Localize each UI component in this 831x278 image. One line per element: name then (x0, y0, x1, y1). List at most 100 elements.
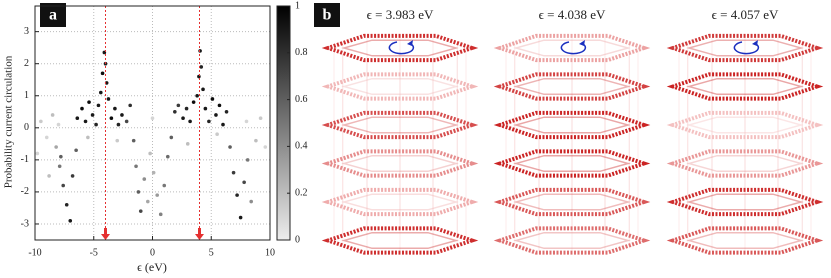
point (207, 119, 211, 124)
hexagon-inner (513, 77, 631, 96)
point (263, 145, 268, 149)
point (64, 202, 69, 207)
x-axis-label: ϵ (eV) (137, 260, 167, 274)
point (134, 164, 138, 169)
hexagon-layer (493, 226, 651, 255)
colorbar-tick-label: 0.6 (295, 94, 308, 105)
point (128, 103, 132, 108)
x-tick-label: 0 (150, 247, 155, 258)
point (56, 122, 61, 127)
hexagon-inner (341, 39, 459, 57)
point (224, 109, 229, 114)
hexagon-inner (341, 77, 459, 96)
hexagon-inner (513, 231, 631, 250)
y-tick-label: 0 (24, 122, 29, 133)
y-tick-label: -3 (21, 218, 29, 229)
x-tick-label: 5 (209, 247, 214, 258)
hexagon-layer (321, 226, 479, 255)
point (74, 148, 78, 153)
point (173, 109, 177, 114)
point (100, 71, 105, 76)
panel-title: ϵ = 4.057 eV (712, 7, 779, 22)
point (136, 190, 141, 194)
hexagon-inner (513, 154, 631, 173)
point (195, 93, 199, 98)
point (191, 100, 196, 104)
hexagon-inner (686, 77, 804, 96)
point (61, 183, 65, 188)
panel-label: a (49, 7, 57, 24)
point (197, 74, 201, 79)
hexagon-layer (666, 33, 824, 63)
hexagon-layer (493, 149, 651, 178)
point (148, 151, 152, 156)
point (249, 199, 253, 204)
point (99, 90, 103, 95)
point (169, 135, 174, 140)
hexagon-layer (493, 110, 651, 140)
point (70, 174, 75, 178)
hexagon-layer (666, 226, 824, 255)
hexagon-inner (513, 116, 631, 134)
colorbar-tick-label: 0.4 (295, 141, 308, 152)
point (54, 145, 58, 149)
point (162, 183, 167, 188)
hexagon-layer (666, 72, 824, 101)
point (39, 119, 43, 124)
point (242, 180, 246, 185)
circulation-arrow (388, 41, 415, 55)
colorbar-tick-label: 0 (295, 234, 300, 245)
point (214, 113, 218, 117)
point (109, 116, 114, 120)
point (245, 158, 250, 162)
hexagon-inner (686, 116, 804, 134)
point (228, 145, 232, 149)
point (57, 164, 62, 169)
point (258, 116, 263, 120)
point (155, 193, 159, 197)
point (201, 87, 205, 92)
hexagon-inner (341, 116, 459, 134)
hexagon-layer (666, 187, 824, 217)
point (217, 103, 222, 108)
hexagon-inner (341, 193, 459, 211)
y-axis-label: Probability current circulation (3, 55, 15, 188)
point (198, 49, 202, 53)
hexagon-inner (686, 154, 804, 173)
hexagon-layer (321, 110, 479, 140)
point (106, 97, 111, 101)
hexagon-layer (321, 187, 479, 217)
panel-title: ϵ = 4.038 eV (539, 7, 606, 22)
panel-label: b (323, 7, 332, 24)
hexagon-inner (513, 39, 631, 57)
point (199, 65, 204, 69)
hexagon-inner (341, 231, 459, 250)
point (115, 138, 120, 143)
point (146, 199, 150, 204)
circulation-arrow (560, 41, 587, 55)
hexagon-inner (686, 231, 804, 250)
hexagon-inner (686, 39, 804, 57)
point (188, 119, 192, 124)
hexagon-layer (493, 72, 651, 101)
point (203, 106, 208, 111)
hexagon-layer (321, 149, 479, 178)
point (96, 103, 101, 108)
x-tick-label: -5 (90, 247, 98, 258)
point (113, 106, 117, 111)
point (116, 122, 121, 127)
y-tick-label: -2 (21, 186, 29, 197)
point (138, 209, 143, 213)
x-tick-label: -10 (28, 247, 41, 258)
y-tick-label: 3 (24, 26, 29, 37)
point (59, 154, 63, 159)
colorbar-tick-label: 0.2 (295, 187, 308, 198)
y-tick-label: 2 (24, 58, 29, 69)
point (142, 177, 147, 181)
colorbar-tick-label: 0.8 (295, 47, 308, 58)
point (215, 132, 219, 137)
point (120, 113, 124, 117)
point (238, 215, 243, 220)
point (165, 154, 170, 159)
colorbar (276, 5, 291, 241)
